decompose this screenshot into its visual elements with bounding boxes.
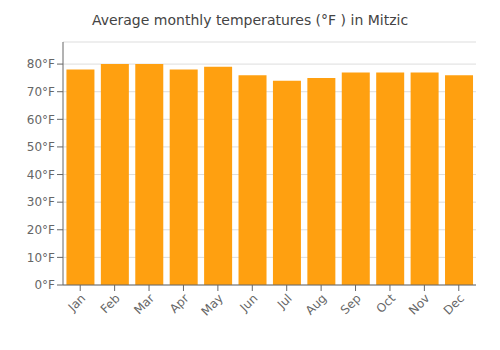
svg-text:Jun: Jun	[237, 291, 261, 315]
svg-text:50°F: 50°F	[27, 140, 55, 154]
html-text:Average monthly temperatures (: Average monthly temperatures (°F ) in Mi…	[91, 12, 409, 28]
svg-text:60°F: 60°F	[27, 113, 55, 127]
svg-text:Apr: Apr	[167, 291, 192, 316]
svg-text:Sep: Sep	[338, 291, 364, 317]
svg-text:May: May	[199, 291, 226, 318]
svg-text:30°F: 30°F	[27, 195, 55, 209]
svg-text:Nov: Nov	[406, 291, 432, 317]
svg-text:Aug: Aug	[303, 291, 329, 317]
svg-text:Feb: Feb	[98, 291, 123, 316]
svg-text:0°F: 0°F	[34, 278, 55, 292]
svg-text:Mar: Mar	[131, 291, 157, 317]
svg-text:40°F: 40°F	[27, 168, 55, 182]
svg-text:80°F: 80°F	[27, 57, 55, 71]
svg-text:70°F: 70°F	[27, 85, 55, 99]
svg-text:20°F: 20°F	[27, 223, 55, 237]
svg-text:10°F: 10°F	[27, 251, 55, 265]
svg-text:Dec: Dec	[441, 291, 467, 317]
svg-text:Jan: Jan	[65, 291, 89, 315]
svg-text:Oct: Oct	[374, 291, 399, 316]
svg-text:Jul: Jul	[274, 291, 295, 312]
